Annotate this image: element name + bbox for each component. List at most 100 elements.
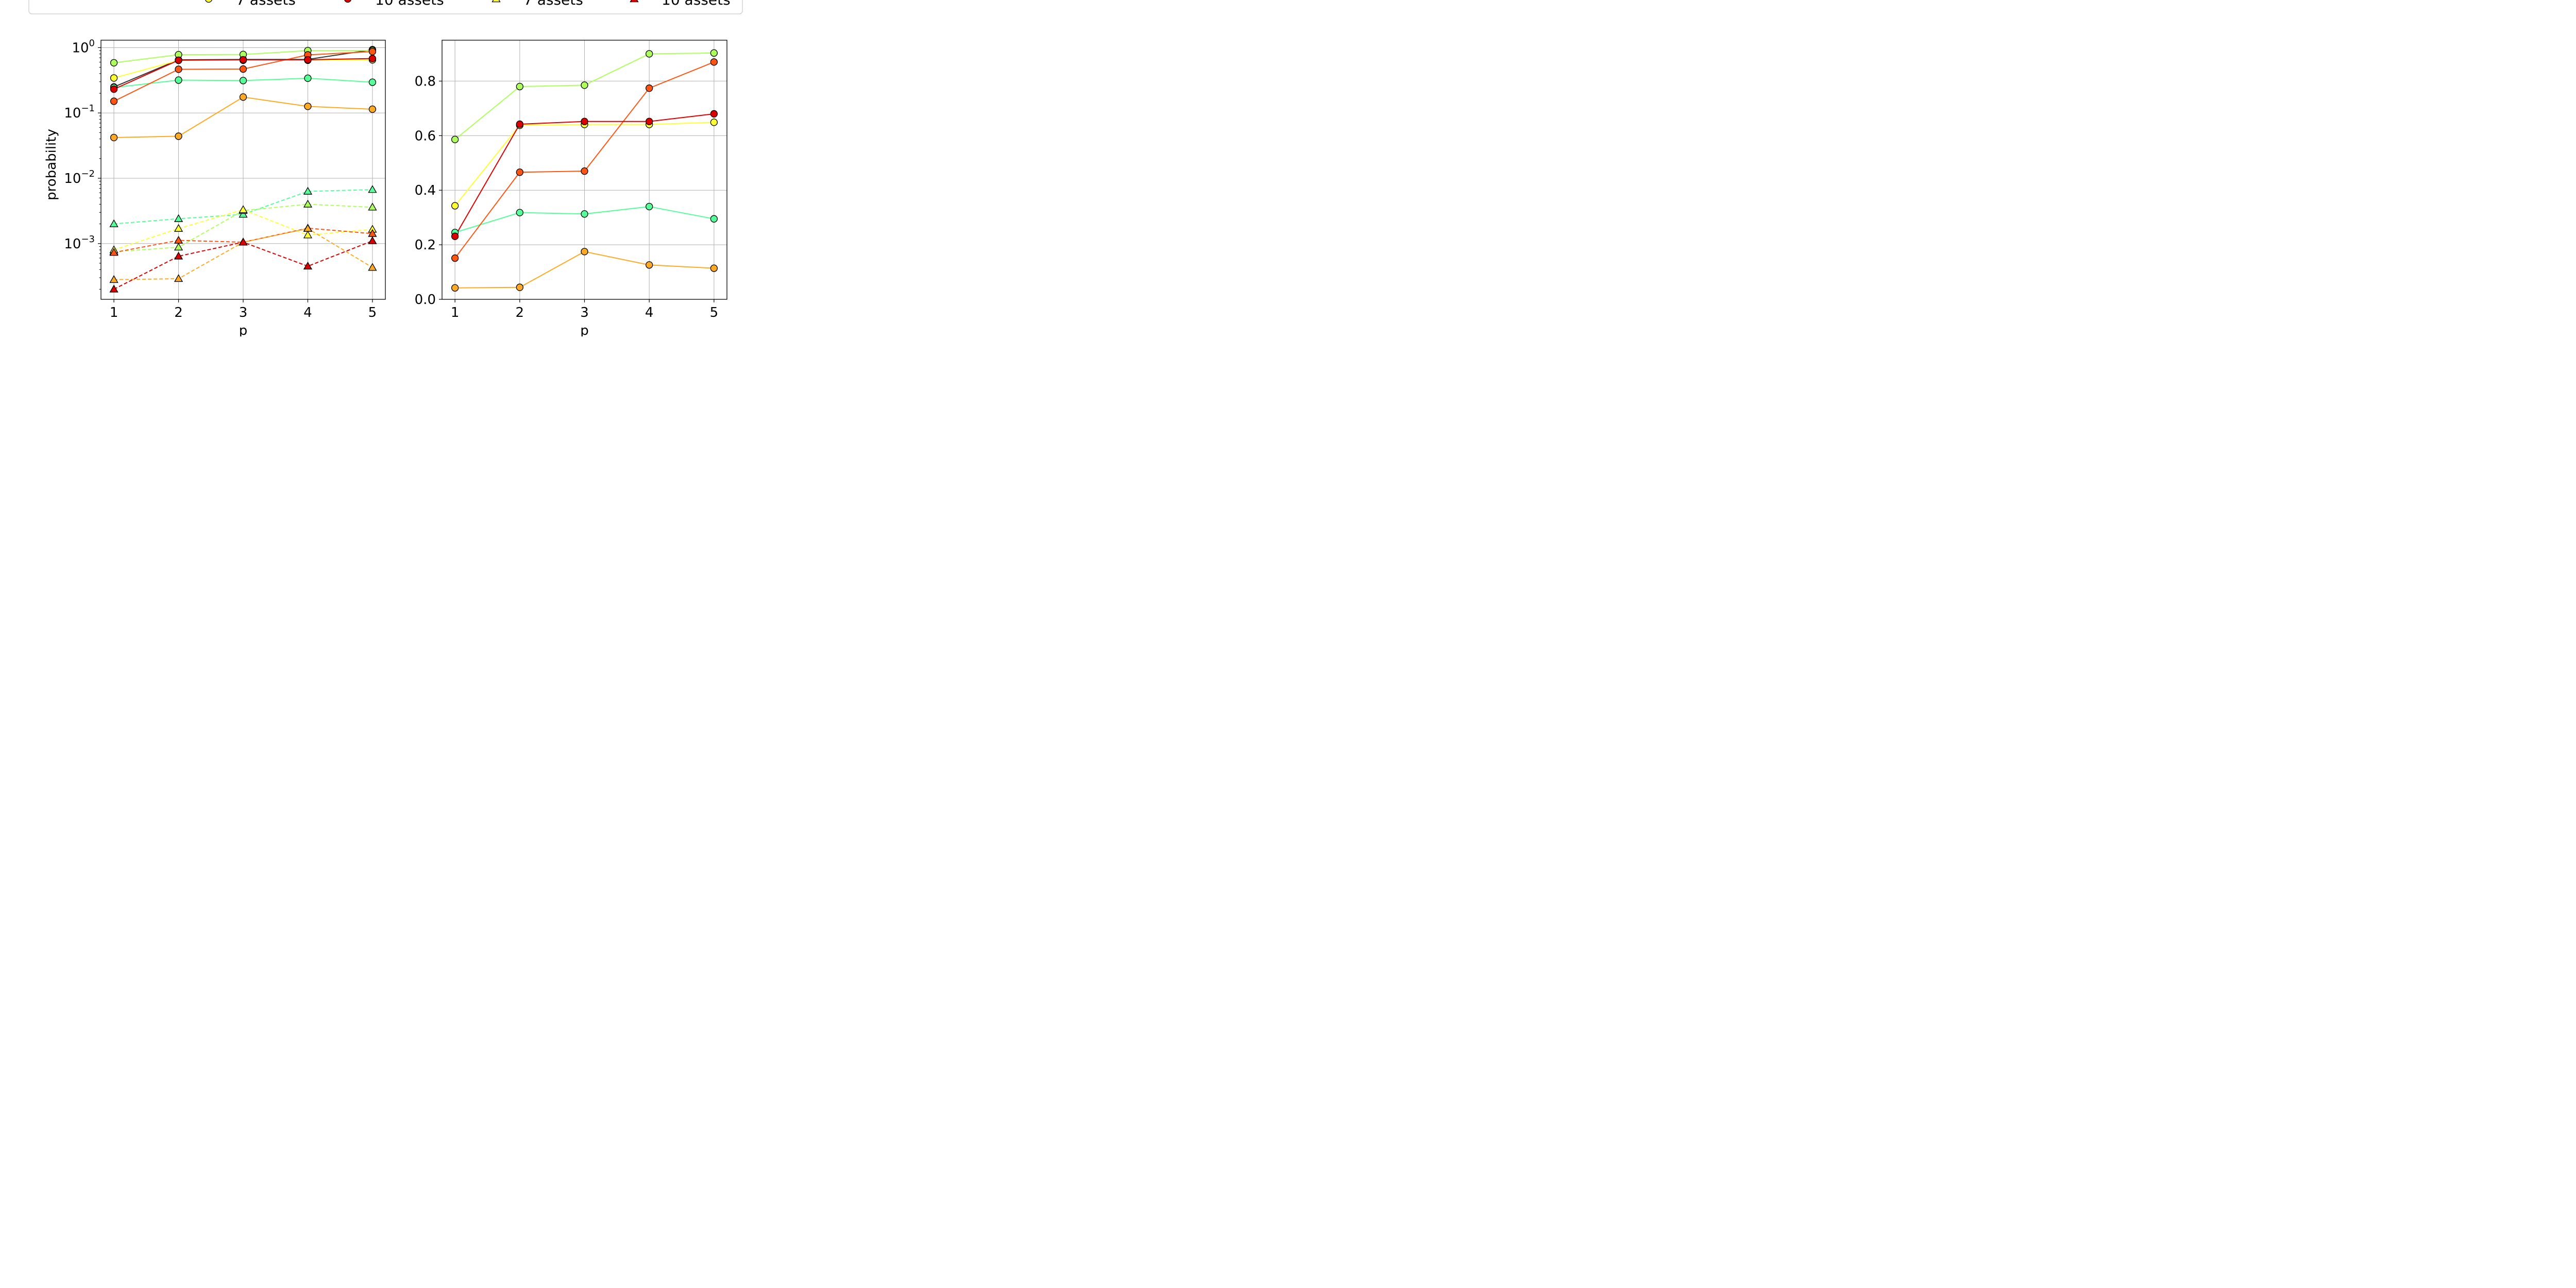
x-tick-label: 4 xyxy=(303,305,312,320)
data-point-11-1 xyxy=(174,274,183,282)
data-point-4-2 xyxy=(581,117,588,125)
data-point-0-2 xyxy=(581,81,588,89)
data-point-2-3 xyxy=(646,202,653,211)
data-point-6-4 xyxy=(368,105,377,113)
x-tick-label: 2 xyxy=(174,305,183,320)
data-point-4-2 xyxy=(239,65,247,73)
legend-marker-1 xyxy=(344,0,351,3)
data-point-5-1 xyxy=(516,283,523,291)
data-point-7-4 xyxy=(368,185,377,193)
data-point-5-0 xyxy=(451,284,459,292)
data-point-4-1 xyxy=(516,120,523,128)
data-point-2-2 xyxy=(581,210,588,218)
x-axis-label: p xyxy=(239,323,248,336)
data-point-0-4 xyxy=(710,49,718,57)
data-point-4-4 xyxy=(368,47,377,56)
data-point-7-0 xyxy=(109,219,118,227)
y-axis-label: probability xyxy=(44,129,59,200)
legend-marker-0 xyxy=(205,0,212,3)
data-point-5-3 xyxy=(304,56,312,64)
data-point-8-4 xyxy=(368,202,377,211)
data-point-12-3 xyxy=(303,261,313,269)
legend: 7 assets 10 assets 7 assets 10 assets xyxy=(28,0,743,14)
data-point-1-4 xyxy=(710,118,718,126)
y-tick-label: 0.0 xyxy=(415,292,436,308)
data-point-9-1 xyxy=(174,224,183,232)
data-point-4-0 xyxy=(451,232,459,240)
data-point-3-2 xyxy=(239,77,247,84)
legend-label-3: 10 assets xyxy=(662,0,731,8)
data-point-4-0 xyxy=(110,97,118,105)
y-tick-label: 0.6 xyxy=(415,128,436,144)
data-point-12-4 xyxy=(368,236,377,244)
data-point-3-1 xyxy=(175,76,182,84)
x-tick-label: 1 xyxy=(451,305,460,320)
left-panel-log-scale: 1 2 3 4 5 100 10−1 10−2 10−3 p probability xyxy=(44,38,386,336)
data-point-5-0 xyxy=(110,85,118,93)
legend-marker-3 xyxy=(630,0,639,3)
y-tick-label: 10−1 xyxy=(64,103,95,121)
data-point-3-3 xyxy=(646,84,653,92)
figure: 7 assets 10 assets 7 assets 10 assets 1 2 3 4 5… xyxy=(28,0,743,336)
data-point-12-0 xyxy=(109,284,118,293)
data-point-10-0 xyxy=(109,248,118,256)
data-point-11-3 xyxy=(303,224,313,232)
y-tick-label: 0.2 xyxy=(415,238,436,253)
x-tick-label: 3 xyxy=(239,305,248,320)
y-tick-label: 10−2 xyxy=(64,168,95,187)
right-panel-linear-scale: 1 2 3 4 5 0.0 0.2 0.4 0.6 0.8 p xyxy=(415,40,727,336)
data-point-5-1 xyxy=(175,56,182,64)
data-point-2-4 xyxy=(710,215,718,223)
data-point-0-1 xyxy=(516,82,523,91)
data-point-1-0 xyxy=(451,202,459,210)
data-point-7-3 xyxy=(303,187,313,195)
data-point-12-2 xyxy=(239,238,248,246)
data-point-3-1 xyxy=(516,168,523,176)
data-point-5-2 xyxy=(581,248,588,256)
data-point-11-0 xyxy=(109,275,118,283)
data-point-3-3 xyxy=(304,74,312,82)
legend-label-1: 10 assets xyxy=(375,0,444,8)
data-point-6-2 xyxy=(239,93,247,101)
x-tick-label: 2 xyxy=(516,305,524,320)
legend-label-2: 7 assets xyxy=(523,0,583,8)
data-point-10-1 xyxy=(174,235,183,244)
y-tick-label: 0.4 xyxy=(415,183,436,198)
data-point-9-2 xyxy=(239,205,248,213)
x-tick-label: 1 xyxy=(110,305,118,320)
x-tick-label: 5 xyxy=(710,305,719,320)
data-point-2-1 xyxy=(516,209,523,216)
y-tick-label: 0.8 xyxy=(415,74,436,89)
x-tick-label: 5 xyxy=(368,305,377,320)
x-axis-label: p xyxy=(580,323,589,336)
data-point-0-0 xyxy=(451,135,459,143)
data-point-2-0 xyxy=(110,74,118,82)
data-point-3-2 xyxy=(581,167,588,175)
data-point-3-0 xyxy=(451,254,459,262)
data-point-5-2 xyxy=(239,56,247,64)
data-point-0-3 xyxy=(646,50,653,58)
data-point-5-3 xyxy=(646,261,653,269)
data-point-6-1 xyxy=(175,132,182,140)
data-point-6-3 xyxy=(304,103,312,110)
data-point-7-2 xyxy=(239,210,248,218)
data-point-3-4 xyxy=(710,58,718,66)
data-point-8-3 xyxy=(303,199,313,208)
data-point-4-1 xyxy=(175,65,182,73)
data-point-6-0 xyxy=(110,133,118,142)
data-point-1-0 xyxy=(110,59,118,67)
y-tick-label: 100 xyxy=(72,38,95,56)
data-point-5-4 xyxy=(710,264,718,272)
data-point-4-3 xyxy=(646,117,653,125)
legend-box xyxy=(28,0,743,14)
series-line-7 xyxy=(114,189,372,225)
x-tick-label: 4 xyxy=(645,305,654,320)
legend-label-0: 7 assets xyxy=(236,0,296,8)
data-point-5-4 xyxy=(368,55,377,62)
legend-marker-2 xyxy=(492,0,501,3)
data-point-9-3 xyxy=(303,230,313,239)
data-point-12-1 xyxy=(174,251,183,260)
x-tick-label: 3 xyxy=(580,305,589,320)
series-line-9 xyxy=(113,209,372,250)
y-tick-label: 10−3 xyxy=(64,234,95,252)
